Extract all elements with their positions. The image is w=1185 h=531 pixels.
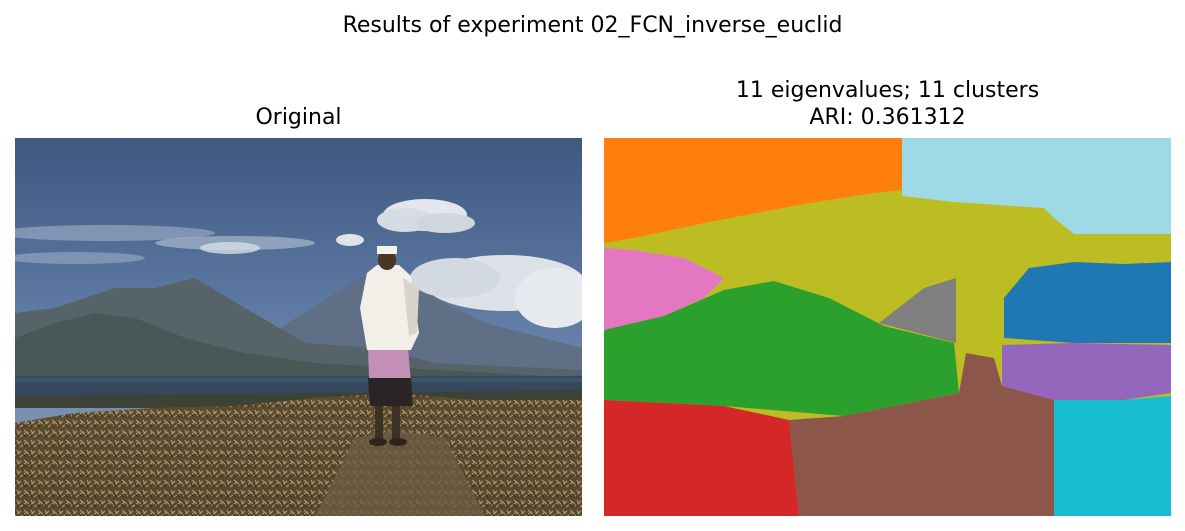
cluster-cyan xyxy=(1054,396,1171,516)
original-image xyxy=(15,138,582,516)
segmentation-panel-title: 11 eigenvalues; 11 clusters ARI: 0.36131… xyxy=(604,77,1171,131)
cluster-red xyxy=(604,400,799,516)
cluster-gray xyxy=(879,278,956,343)
original-panel-title: Original xyxy=(255,105,342,130)
cluster-lightblue xyxy=(902,138,1171,234)
cluster-pink xyxy=(604,248,724,330)
cluster-blue xyxy=(1004,262,1171,343)
cluster-green xyxy=(604,281,959,416)
figure-suptitle: Results of experiment 02_FCN_inverse_euc… xyxy=(342,13,843,38)
segmentation-title-line1: 11 eigenvalues; 11 clusters xyxy=(735,78,1040,103)
segmentation-image xyxy=(604,138,1171,516)
cluster-purple xyxy=(1002,343,1171,400)
cluster-orange xyxy=(604,138,902,243)
segmentation-map-drawing xyxy=(604,138,1171,516)
original-photo-drawing xyxy=(15,138,582,516)
segmentation-title-line2: ARI: 0.361312 xyxy=(809,105,966,130)
cluster-brown xyxy=(789,353,1054,516)
